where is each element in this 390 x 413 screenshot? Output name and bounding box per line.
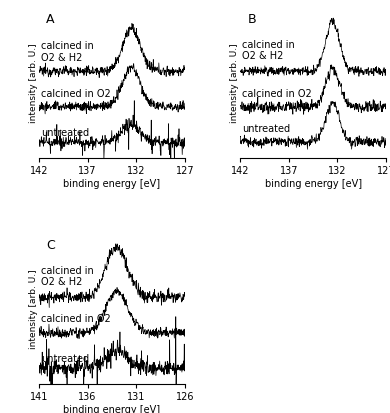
Text: calcined in
O2 & H2: calcined in O2 & H2 [41, 41, 94, 62]
Text: calcined in
O2 & H2: calcined in O2 & H2 [242, 40, 295, 61]
Text: untreated: untreated [41, 353, 89, 363]
Text: calcined in O2: calcined in O2 [242, 88, 312, 99]
X-axis label: binding energy [eV]: binding energy [eV] [63, 178, 160, 188]
Text: A: A [46, 13, 55, 26]
Text: B: B [248, 13, 256, 26]
Text: untreated: untreated [242, 124, 290, 134]
X-axis label: binding energy [eV]: binding energy [eV] [265, 178, 362, 188]
Text: calcined in O2: calcined in O2 [41, 313, 111, 323]
Y-axis label: intensity [arb. U.]: intensity [arb. U.] [28, 269, 37, 349]
Text: C: C [46, 238, 55, 251]
Y-axis label: intensity [arb. U.]: intensity [arb. U.] [28, 44, 37, 123]
Y-axis label: intensity [arb. U.]: intensity [arb. U.] [230, 44, 239, 123]
Text: untreated: untreated [41, 128, 89, 138]
Text: calcined in O2: calcined in O2 [41, 88, 111, 99]
Text: calcined in
O2 & H2: calcined in O2 & H2 [41, 265, 94, 287]
X-axis label: binding energy [eV]: binding energy [eV] [63, 404, 160, 413]
